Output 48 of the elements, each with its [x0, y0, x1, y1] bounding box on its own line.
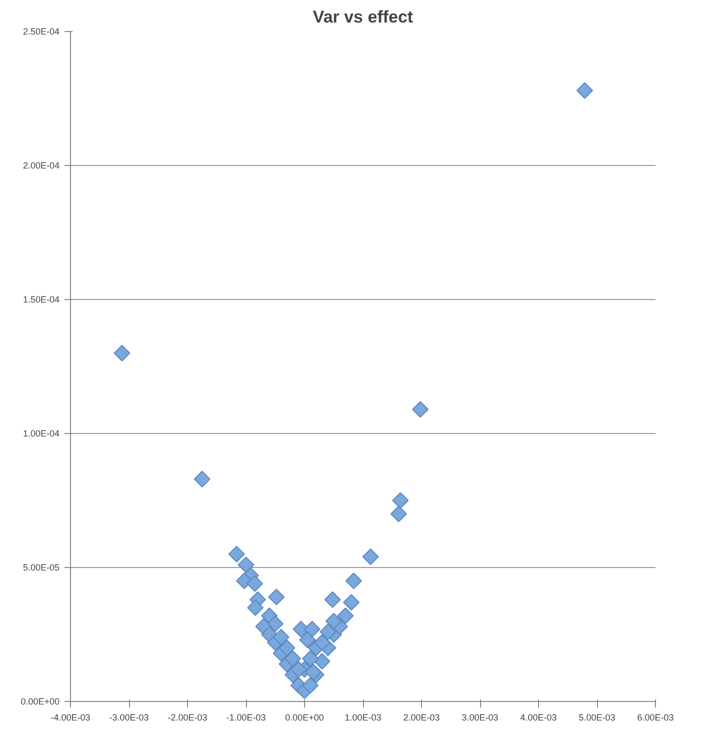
point [337, 607, 354, 624]
x-tick-label: 6.00E-03 [637, 712, 674, 722]
point [325, 612, 342, 630]
point [343, 594, 360, 611]
point [320, 624, 336, 640]
x-tick-label: -1.00E-03 [226, 712, 266, 722]
point [576, 82, 593, 99]
point [324, 591, 341, 608]
point [299, 632, 316, 648]
x-tick-label: 4.00E-03 [520, 712, 557, 722]
point [290, 661, 307, 678]
x-tick-label: 0.00E+00 [285, 712, 324, 722]
point [228, 546, 245, 562]
point [278, 640, 296, 656]
x-tick-label: 3.00E-03 [462, 712, 498, 722]
y-tick-label: 2.00E-04 [22, 160, 60, 170]
y-tick-label: 1.00E-04 [22, 428, 60, 438]
point [302, 650, 319, 667]
point [246, 575, 264, 592]
point [194, 470, 210, 488]
point [345, 572, 362, 590]
point [314, 634, 330, 651]
point [247, 599, 264, 616]
point [272, 628, 290, 646]
point [304, 664, 322, 680]
x-tick-label: 5.00E-03 [578, 712, 616, 722]
y-tick-label: 2.50E-04 [22, 26, 60, 36]
point [238, 556, 254, 574]
point [362, 548, 379, 566]
point [392, 492, 409, 509]
chart-title: Var vs effect [312, 8, 414, 26]
point [314, 653, 330, 670]
y-tick-label: 0.00E+00 [20, 696, 60, 706]
x-tick-label: 2.00E-03 [403, 712, 440, 722]
x-tick-label: 1.00E-03 [344, 712, 382, 722]
point [304, 620, 320, 638]
point [114, 344, 130, 362]
point [390, 506, 407, 522]
y-tick-label: 1.50E-04 [22, 294, 60, 304]
x-tick-label: -2.00E-03 [168, 712, 208, 722]
point [266, 616, 284, 632]
y-tick-label: 5.00E-05 [22, 562, 60, 572]
x-tick-label: -3.00E-03 [109, 712, 149, 722]
point [268, 588, 285, 606]
point [412, 401, 429, 418]
point [302, 677, 319, 694]
x-tick-label: -4.00E-03 [50, 712, 90, 722]
point [284, 650, 302, 667]
